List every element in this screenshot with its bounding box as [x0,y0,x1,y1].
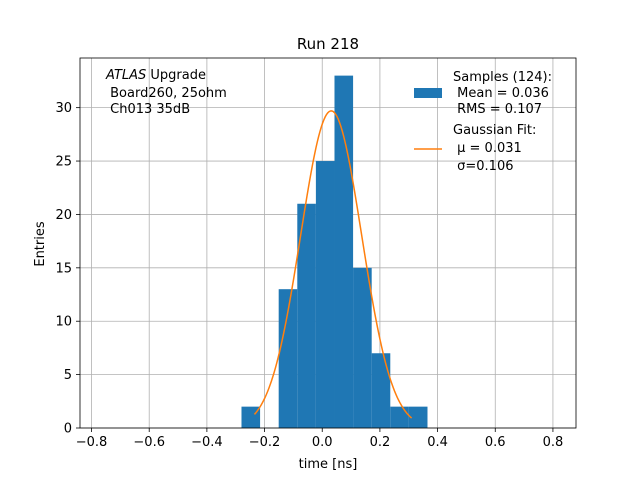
legend-fit-label: Gaussian Fit: [453,123,536,138]
y-tick-label: 30 [55,101,72,116]
legend-histogram-swatch [414,88,442,98]
legend-histogram-rms: RMS = 0.107 [453,102,542,117]
y-tick-label: 25 [55,155,72,170]
legend-fit-mu: μ = 0.031 [453,141,522,156]
axes [76,57,577,432]
histogram-bar [371,353,391,428]
y-tick-label: 5 [64,368,72,383]
gaussian-fit-layer [253,110,413,419]
histogram-bar [353,267,372,428]
y-tick-label: 10 [55,315,72,330]
annotation-atlas: ATLAS [105,68,146,83]
chart-title: Run 218 [297,35,359,53]
histogram-bar [334,75,354,428]
y-tick-label: 20 [55,208,72,223]
y-tick-label: 15 [55,261,72,276]
x-tick-label: 0.4 [427,435,448,450]
x-tick-label: −0.2 [249,435,281,450]
atlas-annotation: ATLAS Upgrade Board260, 25ohm Ch013 35dB [105,68,227,117]
legend-fit-sigma: σ=0.106 [453,159,513,174]
histogram-bar [315,161,335,428]
y-axis-title: Entries [33,221,48,267]
x-tick-label: −0.4 [191,435,223,450]
x-tick-label: 0.0 [312,435,333,450]
x-axis-title: time [ns] [299,457,358,472]
x-tick-label: 0.6 [485,435,506,450]
legend: Samples (124): Mean = 0.036 RMS = 0.107 … [414,70,552,174]
histogram-bar [390,406,409,428]
y-tick-label: 0 [64,422,72,437]
annotation-line-2: Board260, 25ohm [106,86,227,101]
x-tick-label: 0.8 [543,435,564,450]
annotation-line-1: ATLAS Upgrade [105,68,206,83]
x-tick-label: −0.8 [76,435,108,450]
gaussian-fit-curve [253,110,413,419]
x-tick-labels: −0.8 −0.6 −0.4 −0.2 0.0 0.2 0.4 0.6 0.8 [76,435,564,450]
x-tick-label: 0.2 [370,435,391,450]
histogram-bar [241,406,261,428]
histogram-bar [408,406,428,428]
annotation-upgrade: Upgrade [146,68,206,83]
histogram-bars [241,75,428,428]
annotation-line-3: Ch013 35dB [106,102,190,117]
histogram-bar [297,203,316,428]
legend-histogram-mean: Mean = 0.036 [453,86,549,101]
x-tick-label: −0.6 [133,435,165,450]
histogram-bar [278,289,298,428]
plot-frame [79,57,577,429]
legend-histogram-label: Samples (124): [453,70,552,85]
y-tick-labels: 0 5 10 15 20 25 30 [55,101,72,436]
